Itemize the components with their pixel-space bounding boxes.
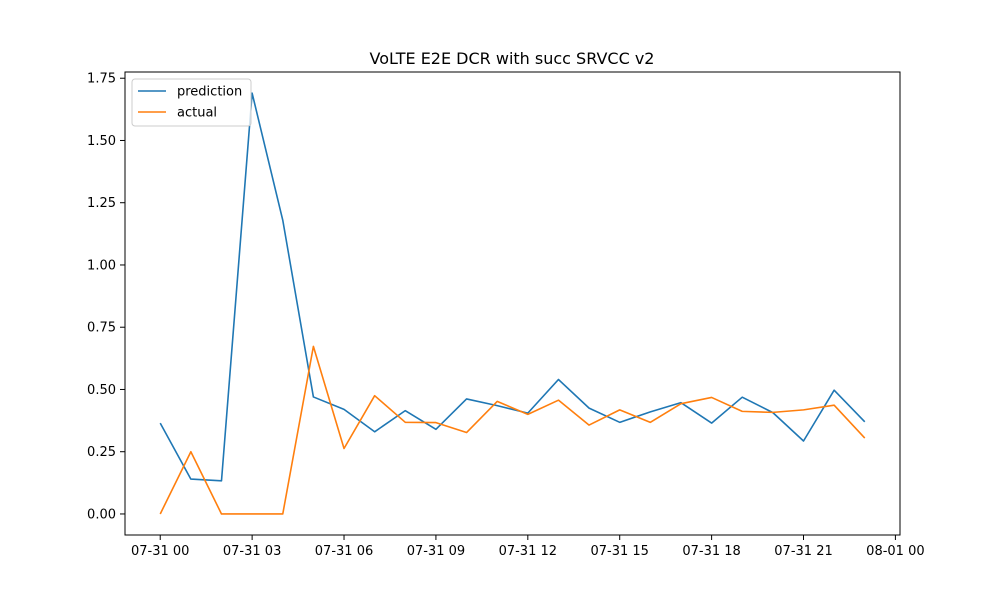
- x-tick-label: 07-31 21: [774, 544, 832, 559]
- series-layer: [159, 92, 866, 515]
- series-line-actual: [159, 345, 866, 515]
- y-tick-label: 0.50: [87, 383, 116, 398]
- x-tick-label: 07-31 18: [682, 544, 740, 559]
- x-tick-label: 07-31 09: [407, 544, 465, 559]
- plot-area: [124, 71, 901, 536]
- series-line-prediction: [159, 92, 866, 482]
- x-tick-label: 08-01 00: [866, 544, 924, 559]
- legend-label-prediction: prediction: [177, 85, 242, 100]
- x-tick-label: 07-31 03: [223, 544, 281, 559]
- legend[interactable]: prediction actual: [131, 78, 252, 127]
- y-tick-label: 1.00: [87, 258, 116, 273]
- y-tick-label: 1.75: [87, 72, 116, 87]
- y-tick-label: 1.25: [87, 196, 116, 211]
- x-tick-label: 07-31 06: [315, 544, 373, 559]
- y-tick-label: 0.25: [87, 445, 116, 460]
- y-axis: 0.00 0.25 0.50 0.75 1.00 1.25 1.50 1.75: [87, 72, 125, 522]
- x-axis: 07-31 00 07-31 03 07-31 06 07-31 09 07-31 12…: [131, 535, 925, 559]
- chart-title: VoLTE E2E DCR with succ SRVCC v2: [370, 49, 655, 68]
- y-tick-label: 0.75: [87, 321, 116, 336]
- x-tick-label: 07-31 15: [590, 544, 648, 559]
- legend-label-actual: actual: [177, 106, 217, 121]
- x-tick-label: 07-31 00: [131, 544, 189, 559]
- y-tick-label: 1.50: [87, 134, 116, 149]
- y-tick-label: 0.00: [87, 507, 116, 522]
- axes-frame: [124, 71, 901, 536]
- x-tick-label: 07-31 12: [499, 544, 557, 559]
